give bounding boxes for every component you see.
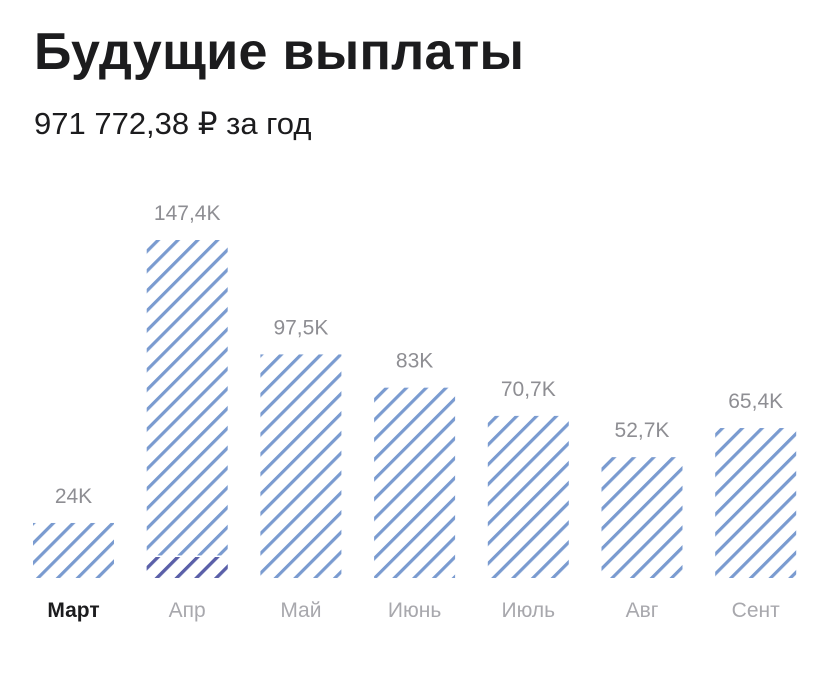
category-label-6[interactable]: Авг <box>626 599 659 622</box>
bar-value-label: 24K <box>55 485 92 508</box>
bar-7[interactable] <box>715 428 797 578</box>
bar-3[interactable] <box>260 354 342 578</box>
category-label-4[interactable]: Июнь <box>388 599 441 622</box>
category-label-2[interactable]: Апр <box>169 599 206 622</box>
category-label-1[interactable]: Март <box>47 599 99 622</box>
page-title: Будущие выплаты <box>34 23 525 81</box>
category-label-3[interactable]: Май <box>280 599 321 622</box>
bar-value-label: 83K <box>396 350 433 373</box>
bar-value-label: 97,5K <box>273 316 328 339</box>
bar-6[interactable] <box>601 457 683 578</box>
bar-value-label: 65,4K <box>728 390 783 413</box>
bar-1[interactable] <box>33 522 114 578</box>
bar-4[interactable] <box>374 387 456 578</box>
bar-value-label: 147,4K <box>154 202 221 225</box>
bars-group: 24K Март 147,4K Апр 97,5K Май 83K Июнь 70,7K Июль… <box>33 202 797 622</box>
category-label-5[interactable]: Июль <box>502 599 556 622</box>
annual-total: 971 772,38 ₽ за год <box>34 106 312 141</box>
bar-value-label: 52,7K <box>615 419 670 442</box>
bar-2[interactable] <box>146 240 228 578</box>
bar-value-label: 70,7K <box>501 378 556 401</box>
bar-2-highlight-segment <box>146 556 228 578</box>
category-label-7[interactable]: Сент <box>732 599 780 622</box>
bar-5[interactable] <box>487 415 569 578</box>
